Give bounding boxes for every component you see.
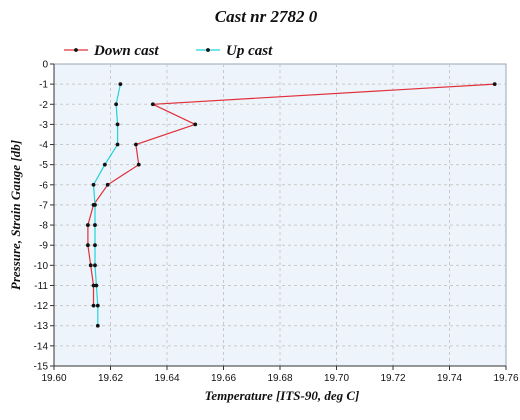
legend-item-up-cast: Up cast — [196, 43, 273, 59]
y-tick-label: -15 — [34, 362, 49, 373]
y-tick-label: -2 — [39, 100, 48, 111]
data-point-up-cast — [93, 203, 97, 207]
legend-item-down-cast: Down cast — [64, 43, 159, 59]
x-tick-label: 19.72 — [380, 373, 405, 384]
data-point-down-cast — [193, 122, 198, 127]
y-tick-label: -6 — [39, 180, 48, 191]
data-point-up-cast — [93, 243, 97, 248]
data-point-down-cast — [88, 263, 93, 268]
x-tick-label: 19.74 — [437, 373, 462, 384]
data-point-up-cast — [115, 142, 120, 147]
y-axis-ticks: 0 -1 -2 -3 -4 -5 -6 -7 -8 -9 -10 -11 -12 -13 -14 -15 — [34, 60, 54, 373]
x-tick-label: 19.76 — [493, 373, 518, 384]
data-point-down-cast — [134, 142, 138, 147]
legend-label-down-cast: Down cast — [93, 43, 159, 59]
legend: Down cast Up cast — [64, 43, 273, 59]
data-point-up-cast — [95, 303, 100, 308]
series-line-down-cast — [87, 83, 495, 306]
y-tick-label: -13 — [34, 321, 49, 332]
data-point-up-cast — [95, 323, 100, 328]
y-tick-label: -7 — [39, 200, 48, 211]
y-tick-label: -8 — [39, 221, 48, 232]
data-point-up-cast — [118, 82, 123, 87]
data-point-up-cast — [93, 223, 97, 227]
series-group — [86, 82, 497, 328]
x-tick-label: 19.64 — [154, 373, 179, 384]
data-point-up-cast — [102, 162, 107, 167]
y-tick-label: -14 — [34, 341, 49, 352]
x-tick-label: 19.70 — [324, 373, 349, 384]
y-tick-label: -11 — [34, 281, 48, 292]
y-axis-title: Pressure, Strain Gauge [db] — [8, 140, 23, 290]
x-axis-title: Temperature [ITS-90, deg C] — [205, 388, 360, 403]
x-tick-label: 19.60 — [41, 373, 66, 384]
data-point-up-cast — [93, 263, 97, 268]
data-point-down-cast — [492, 82, 497, 87]
y-tick-label: -10 — [34, 261, 49, 272]
data-point-down-cast — [86, 223, 90, 227]
y-tick-label: -3 — [39, 120, 48, 131]
data-point-up-cast — [91, 182, 96, 187]
legend-marker-up-cast — [206, 48, 210, 52]
y-tick-label: -5 — [39, 160, 48, 171]
chart-title: Cast nr 2782 0 — [215, 7, 318, 26]
data-point-down-cast — [91, 303, 96, 308]
legend-label-up-cast: Up cast — [226, 43, 273, 59]
y-tick-label: -12 — [34, 301, 49, 312]
data-point-up-cast — [114, 102, 119, 107]
legend-marker-down-cast — [74, 48, 78, 52]
y-tick-label: 0 — [42, 60, 48, 71]
grid — [54, 64, 506, 366]
y-tick-label: -1 — [39, 80, 48, 91]
x-tick-label: 19.68 — [267, 373, 292, 384]
data-point-down-cast — [150, 102, 155, 107]
data-point-up-cast — [115, 122, 120, 127]
data-point-down-cast — [86, 243, 90, 248]
y-tick-label: -9 — [39, 241, 48, 252]
x-tick-label: 19.62 — [98, 373, 123, 384]
data-point-down-cast — [91, 283, 96, 288]
x-tick-label: 19.66 — [211, 373, 236, 384]
data-point-down-cast — [136, 162, 141, 167]
series-up-cast — [91, 82, 123, 328]
data-point-up-cast — [94, 283, 99, 288]
data-point-down-cast — [105, 182, 110, 187]
y-tick-label: -4 — [39, 140, 48, 151]
x-axis-ticks: 19.60 19.62 19.64 19.66 19.68 19.70 19.72 19.74… — [41, 366, 519, 384]
